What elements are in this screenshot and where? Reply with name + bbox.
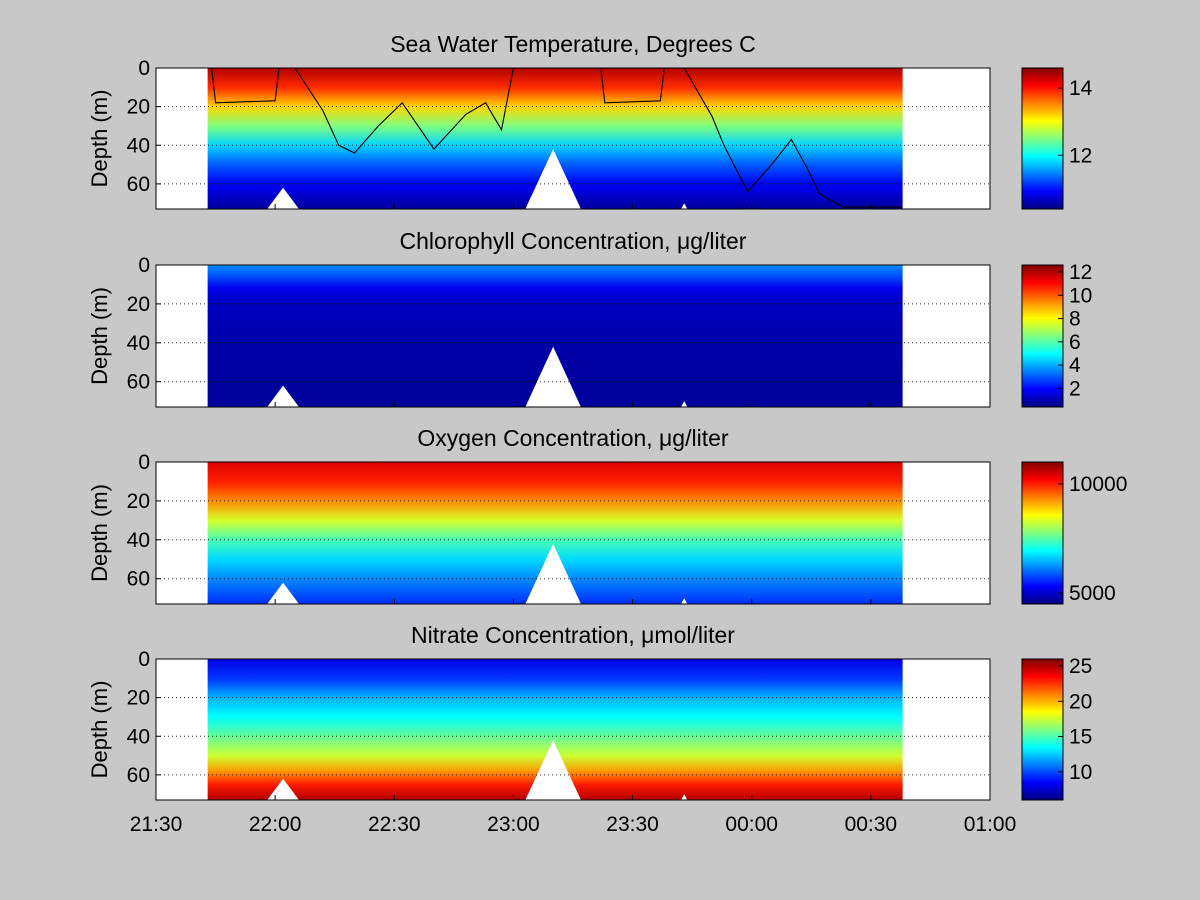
- data-gap: [267, 582, 299, 604]
- panel-3: Oxygen Concentration, μg/liter 0 20 40 60 Dep…: [87, 425, 1127, 605]
- colorbar-tick-label: 10: [1069, 761, 1092, 784]
- y-axis-label: Depth (m): [87, 90, 112, 188]
- x-tick-label: 22:00: [249, 813, 302, 836]
- axes-frame: [155, 264, 991, 408]
- y-tick-label: 40: [127, 134, 150, 157]
- data-gap: [681, 794, 688, 800]
- y-tick-label: 40: [127, 725, 150, 748]
- x-tick-label: 00:30: [845, 813, 898, 836]
- colorbar: [1021, 264, 1064, 408]
- data-gap: [681, 401, 688, 407]
- y-axis-label: Depth (m): [87, 287, 112, 385]
- colorbar-tick-label: 15: [1069, 726, 1092, 749]
- axes-frame: [155, 461, 991, 605]
- data-gap: [525, 346, 581, 407]
- colorbar-tick-label: 10000: [1069, 473, 1127, 496]
- y-axis-label: Depth (m): [87, 484, 112, 582]
- y-tick-label: 0: [138, 451, 150, 474]
- axes-frame: [155, 67, 991, 210]
- colorbar-tick-label: 14: [1069, 77, 1093, 100]
- panel-title: Oxygen Concentration, μg/liter: [417, 425, 728, 451]
- colorbar: [1021, 67, 1064, 210]
- colorbar-tick-label: 8: [1069, 308, 1081, 331]
- colorbar-tick-label: 12: [1069, 261, 1092, 284]
- y-tick-label: 0: [138, 254, 150, 277]
- colorbar-tick-label: 20: [1069, 690, 1092, 713]
- colorbar-tick-label: 12: [1069, 144, 1092, 167]
- colorbar-tick-label: 25: [1069, 655, 1092, 678]
- x-axis: 21:30 22:00 22:30 23:00 23:30 00:00 00:30 01:00: [130, 813, 1017, 836]
- colorbar: [1021, 461, 1064, 605]
- data-gap: [681, 203, 688, 209]
- y-tick-label: 40: [127, 529, 150, 552]
- panel-title: Sea Water Temperature, Degrees C: [390, 31, 756, 57]
- x-tick-label: 22:30: [368, 813, 421, 836]
- y-tick-label: 0: [138, 648, 150, 671]
- y-tick-label: 60: [127, 568, 150, 591]
- x-tick-label: 01:00: [964, 813, 1017, 836]
- y-tick-label: 20: [127, 96, 150, 119]
- colorbar-tick-label: 6: [1069, 331, 1081, 354]
- y-tick-label: 60: [127, 764, 150, 787]
- y-tick-label: 40: [127, 332, 150, 355]
- data-gap: [267, 187, 299, 209]
- y-tick-label: 0: [138, 57, 150, 80]
- data-gap: [267, 778, 299, 800]
- panel-2: Chlorophyll Concentration, μg/liter 0 20 40…: [87, 228, 1092, 408]
- data-gap: [525, 149, 581, 209]
- x-tick-label: 23:30: [606, 813, 659, 836]
- x-tick-label: 00:00: [725, 813, 778, 836]
- y-tick-label: 20: [127, 490, 150, 513]
- data-gap: [525, 740, 581, 800]
- data-gap: [525, 543, 581, 604]
- colorbar-tick-label: 10: [1069, 284, 1092, 307]
- panel-title: Nitrate Concentration, μmol/liter: [411, 622, 735, 648]
- y-tick-label: 60: [127, 173, 150, 196]
- axes-frame: [155, 658, 991, 801]
- data-gap: [681, 598, 688, 604]
- colorbar: [1021, 658, 1064, 801]
- y-tick-label: 20: [127, 687, 150, 710]
- colorbar-tick-label: 2: [1069, 377, 1081, 400]
- x-tick-label: 21:30: [130, 813, 183, 836]
- y-tick-label: 60: [127, 371, 150, 394]
- y-tick-label: 20: [127, 293, 150, 316]
- panel-title: Chlorophyll Concentration, μg/liter: [400, 228, 747, 254]
- panel-1: Sea Water Temperature, Degrees C 0 20 40 60 D…: [87, 31, 1093, 210]
- colorbar-tick-label: 5000: [1069, 582, 1116, 605]
- data-gap: [267, 385, 299, 407]
- x-tick-label: 23:00: [487, 813, 540, 836]
- y-axis-label: Depth (m): [87, 681, 112, 779]
- panel-4: Nitrate Concentration, μmol/liter 0 20 40 60…: [87, 622, 1092, 801]
- colorbar-tick-label: 4: [1069, 354, 1081, 377]
